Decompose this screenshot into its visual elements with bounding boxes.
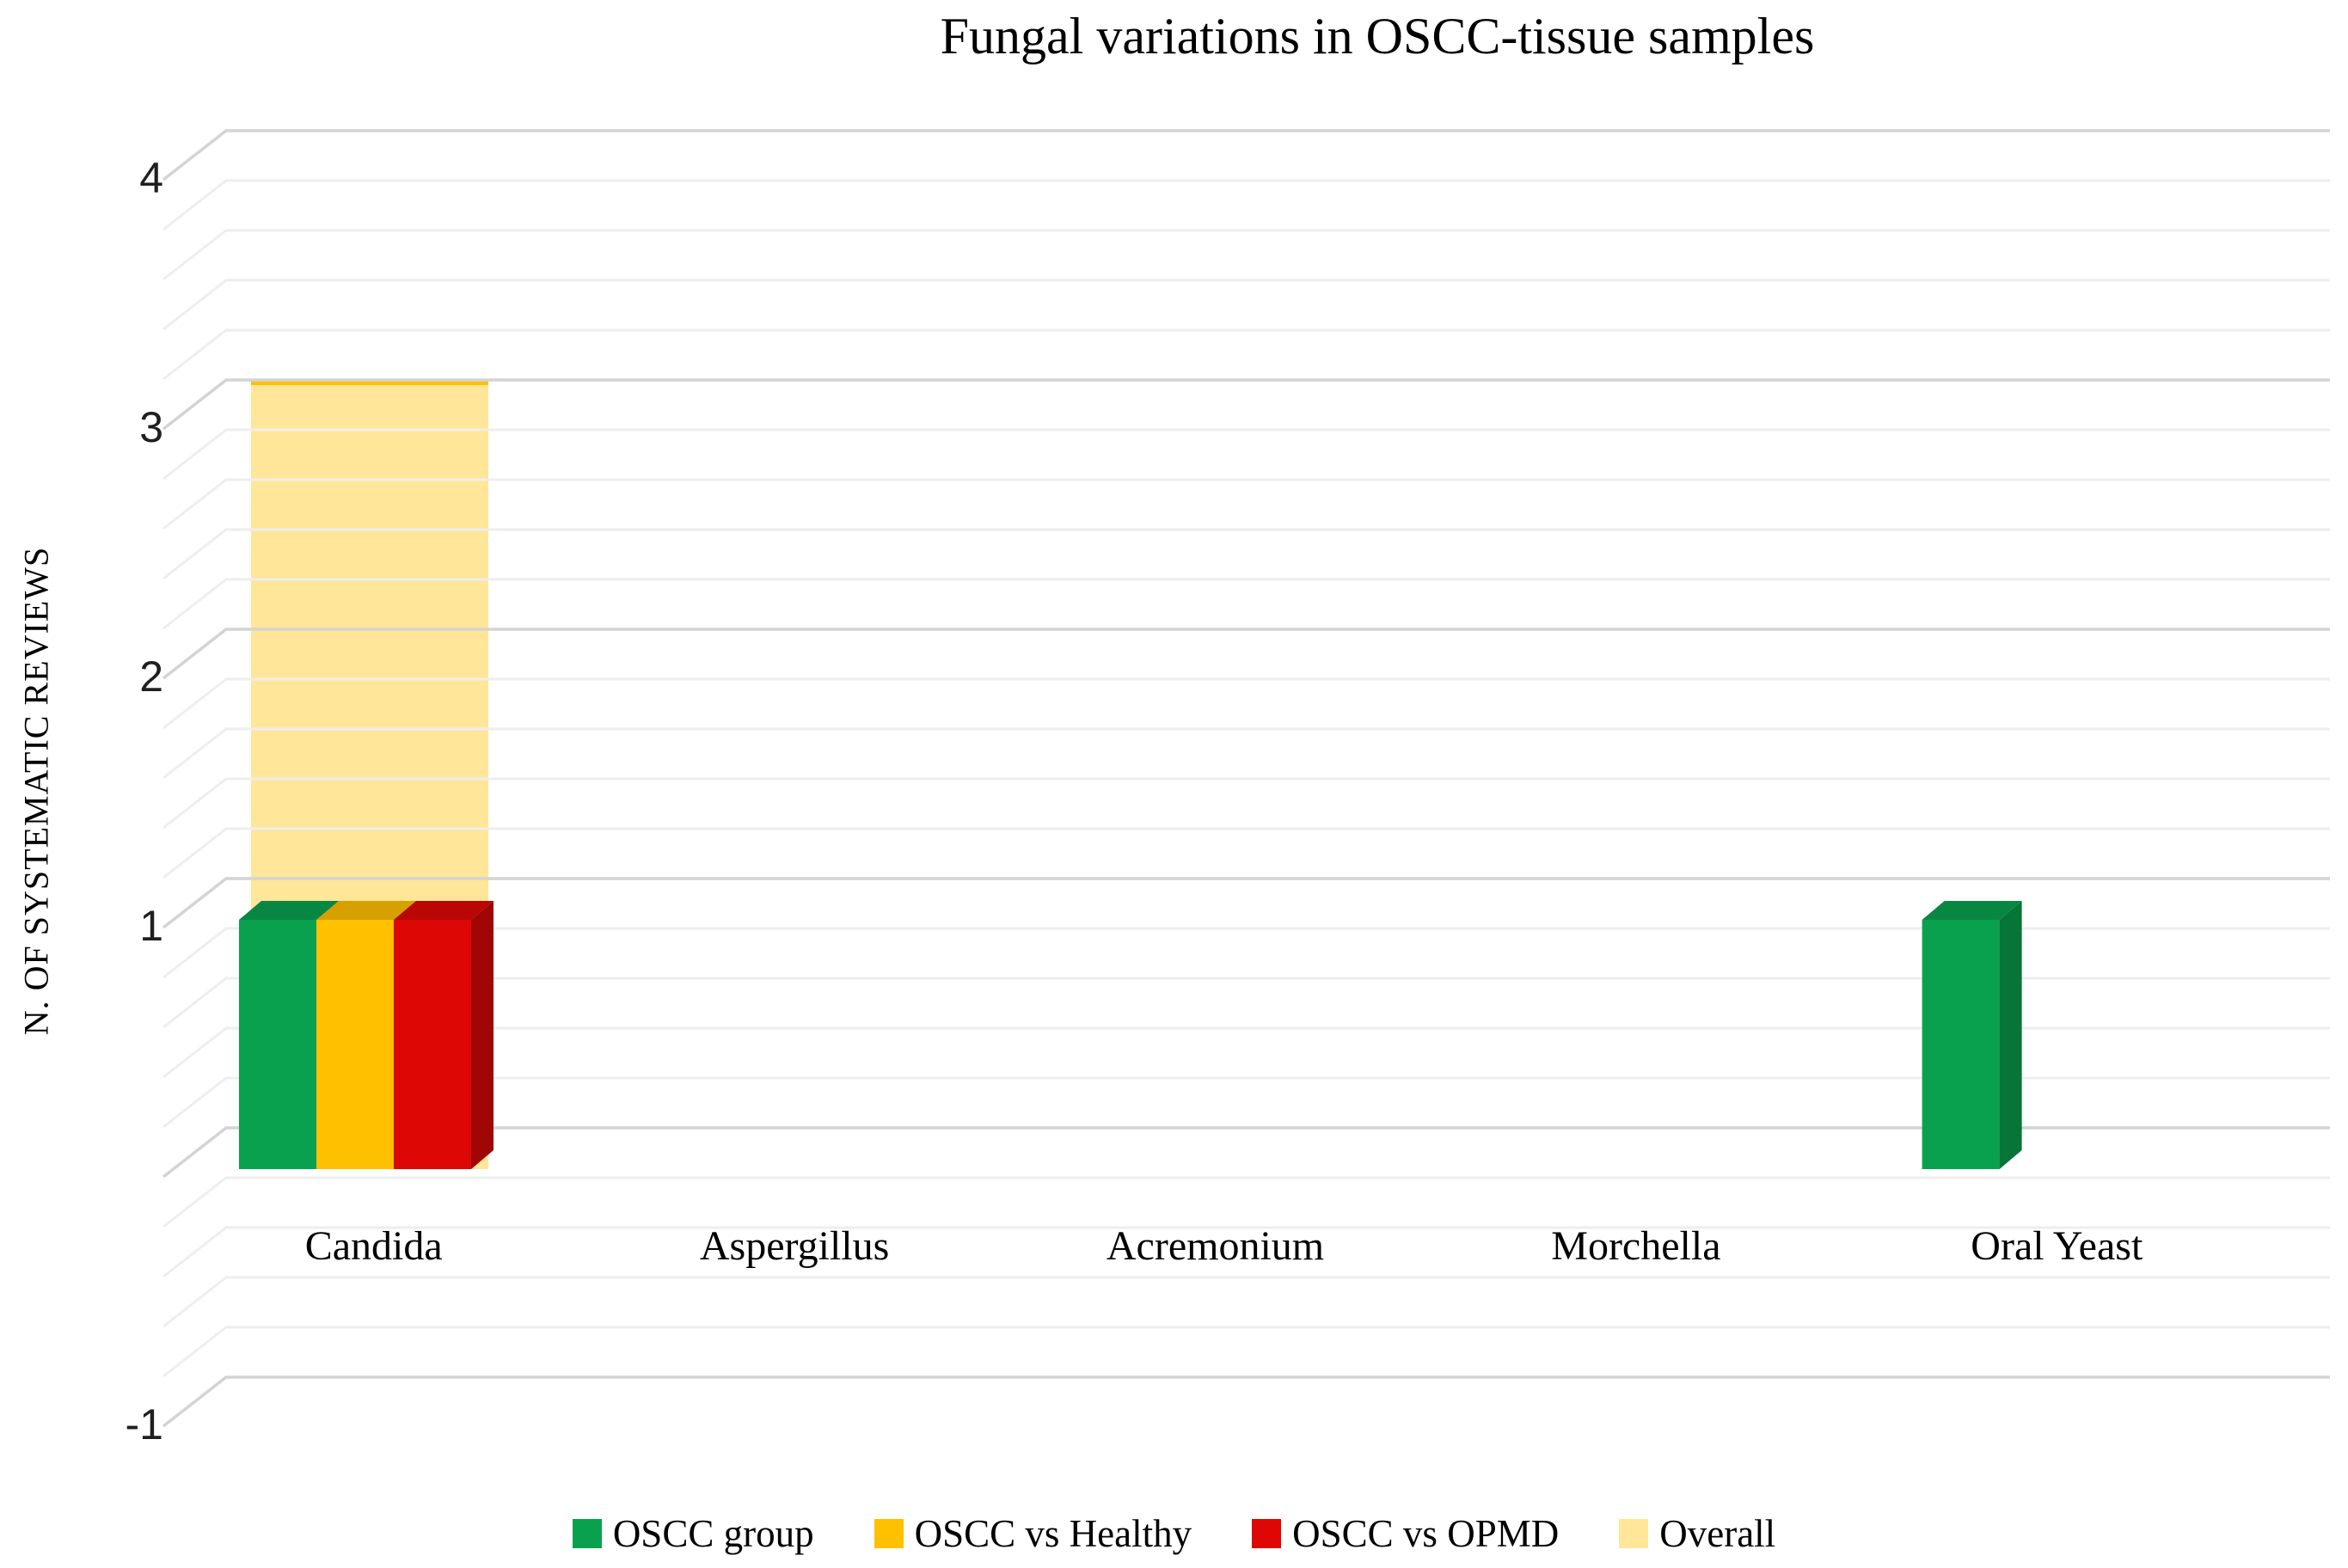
gridline-minor <box>162 279 2330 331</box>
gridline-minor <box>162 677 2330 730</box>
category-label: Candida <box>304 1223 443 1269</box>
gridline-major <box>162 378 2330 431</box>
y-tick-label: 3 <box>139 403 163 451</box>
gridline-minor <box>162 1076 2330 1129</box>
gridline-minor <box>162 528 2330 580</box>
bar-top-0-0 <box>239 901 339 920</box>
gridline-minor <box>162 1176 2330 1228</box>
y-tick-label: 2 <box>139 652 163 701</box>
legend-item: OSCC vs OPMD <box>1252 1508 1559 1559</box>
legend-color-swatch <box>1619 1519 1649 1548</box>
legend: OSCC group OSCC vs Healthy OSCC vs OPMD Ove… <box>0 1508 2348 1559</box>
gridline-minor <box>162 478 2330 530</box>
gridline-minor <box>162 1226 2330 1278</box>
y-tick-label: 4 <box>139 154 163 202</box>
gridline-minor <box>162 1026 2330 1079</box>
legend-item: OSCC group <box>572 1508 814 1559</box>
y-tick-label: -1 <box>125 1400 163 1449</box>
chart-title: Fungal variations in OSCC-tissue samples <box>940 8 1815 64</box>
bar-1-0 <box>316 920 394 1169</box>
gridline-minor <box>162 229 2330 281</box>
y-tick-label: 1 <box>139 902 163 950</box>
category-label: Morchella <box>1551 1223 1721 1269</box>
legend-item-label: Overall <box>1659 1512 1776 1555</box>
gridline-minor <box>162 1326 2330 1378</box>
legend-item-label: OSCC vs Healthy <box>914 1512 1192 1555</box>
bar-2-0 <box>394 920 471 1169</box>
gridline-minor <box>162 727 2330 780</box>
gridline-major <box>162 1126 2330 1179</box>
legend-item-label: OSCC vs OPMD <box>1292 1512 1560 1555</box>
gridline-minor <box>162 827 2330 879</box>
bar-overall-top-edge <box>251 380 488 385</box>
legend-item-label: OSCC group <box>612 1512 814 1555</box>
legend-color-swatch <box>572 1519 602 1548</box>
gridline-minor <box>162 927 2330 979</box>
gridline-minor <box>162 777 2330 830</box>
category-label: Acremonium <box>1106 1223 1325 1269</box>
bar-side-0-4 <box>1999 901 2022 1169</box>
gridline-minor <box>162 977 2330 1029</box>
legend-color-swatch <box>874 1519 904 1548</box>
gridline-minor <box>162 328 2330 381</box>
gridline-major <box>162 628 2330 680</box>
category-label: Oral Yeast <box>1971 1223 2143 1269</box>
legend-item: Overall <box>1619 1508 1775 1559</box>
gridline-major <box>162 1375 2330 1428</box>
legend-item: OSCC vs Healthy <box>874 1508 1192 1559</box>
bar-side-2-0 <box>471 901 494 1169</box>
gridline-minor <box>162 428 2330 481</box>
gridline-minor <box>162 578 2330 630</box>
bar-0-0 <box>239 920 316 1169</box>
gridline-minor <box>162 1276 2330 1328</box>
gridline-major <box>162 129 2330 181</box>
bar-top-1-0 <box>316 901 416 920</box>
gridline-major <box>162 877 2330 929</box>
bar-0-4 <box>1922 920 2000 1169</box>
bar-top-0-4 <box>1922 901 2022 920</box>
bar-top-2-0 <box>394 901 494 920</box>
category-label: Aspergillus <box>699 1223 890 1269</box>
gridline-minor <box>162 179 2330 231</box>
legend-color-swatch <box>1252 1519 1282 1548</box>
